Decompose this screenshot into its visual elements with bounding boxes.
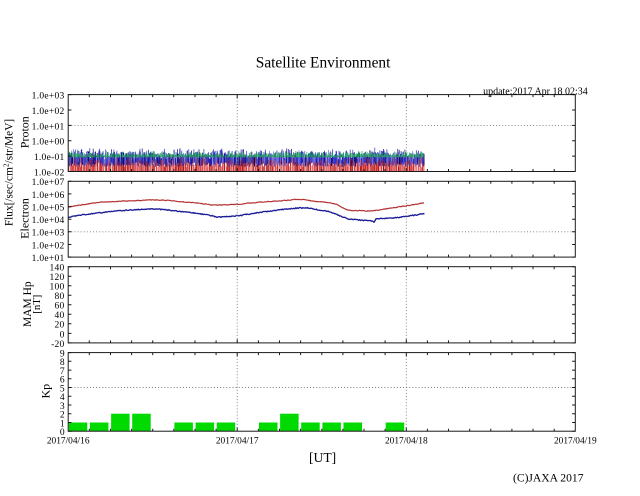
svg-text:140: 140: [50, 264, 65, 274]
svg-text:2017/04/18: 2017/04/18: [385, 437, 428, 447]
svg-text:1.0e+01: 1.0e+01: [32, 254, 65, 264]
svg-text:120: 120: [50, 273, 65, 283]
svg-text:1.0e-01: 1.0e-01: [34, 153, 65, 163]
svg-text:1.0e-02: 1.0e-02: [34, 168, 65, 178]
svg-text:Satellite Environment: Satellite Environment: [256, 55, 391, 72]
svg-text:1.0e+04: 1.0e+04: [32, 216, 65, 226]
svg-text:80: 80: [55, 292, 65, 302]
svg-text:Proton: Proton: [17, 116, 31, 148]
svg-text:60: 60: [55, 302, 65, 312]
svg-text:6: 6: [60, 376, 65, 386]
svg-text:2: 2: [60, 411, 65, 421]
svg-text:[UT]: [UT]: [309, 450, 336, 465]
svg-text:MAM Hp: MAM Hp: [22, 281, 34, 327]
svg-text:2017/04/16: 2017/04/16: [47, 437, 90, 447]
svg-text:-20: -20: [51, 340, 65, 350]
svg-text:100: 100: [50, 283, 65, 293]
svg-text:(C)JAXA 2017: (C)JAXA 2017: [513, 471, 584, 484]
svg-text:[nT]: [nT]: [31, 295, 43, 314]
svg-text:1.0e+02: 1.0e+02: [32, 241, 65, 251]
svg-text:1.0e+02: 1.0e+02: [32, 107, 65, 117]
svg-text:40: 40: [55, 311, 65, 321]
svg-text:2017/04/19: 2017/04/19: [554, 437, 597, 447]
svg-text:Flux[/sec/cm2/str/MeV]: Flux[/sec/cm2/str/MeV]: [1, 119, 16, 226]
svg-text:7: 7: [60, 367, 65, 377]
svg-text:1: 1: [60, 419, 65, 429]
svg-text:1.0e+03: 1.0e+03: [32, 92, 65, 102]
svg-text:1.0e+07: 1.0e+07: [32, 178, 65, 188]
svg-text:1.0e+00: 1.0e+00: [32, 138, 65, 148]
svg-text:9: 9: [60, 350, 65, 360]
svg-text:4: 4: [60, 393, 65, 403]
svg-text:8: 8: [60, 358, 65, 368]
svg-text:Electron: Electron: [17, 198, 31, 239]
svg-text:1.0e+05: 1.0e+05: [32, 204, 65, 214]
svg-text:20: 20: [55, 321, 65, 331]
svg-text:1.0e+01: 1.0e+01: [32, 122, 65, 132]
svg-text:2017/04/17: 2017/04/17: [216, 437, 259, 447]
svg-text:1.0e+06: 1.0e+06: [32, 191, 65, 201]
svg-text:3: 3: [60, 402, 65, 412]
svg-text:5: 5: [60, 384, 65, 394]
svg-text:Kp: Kp: [38, 384, 52, 399]
svg-text:0: 0: [60, 428, 65, 438]
svg-text:0: 0: [60, 330, 65, 340]
svg-text:update:2017 Apr 18 02:34: update:2017 Apr 18 02:34: [483, 87, 588, 98]
svg-text:1.0e+03: 1.0e+03: [32, 229, 65, 239]
